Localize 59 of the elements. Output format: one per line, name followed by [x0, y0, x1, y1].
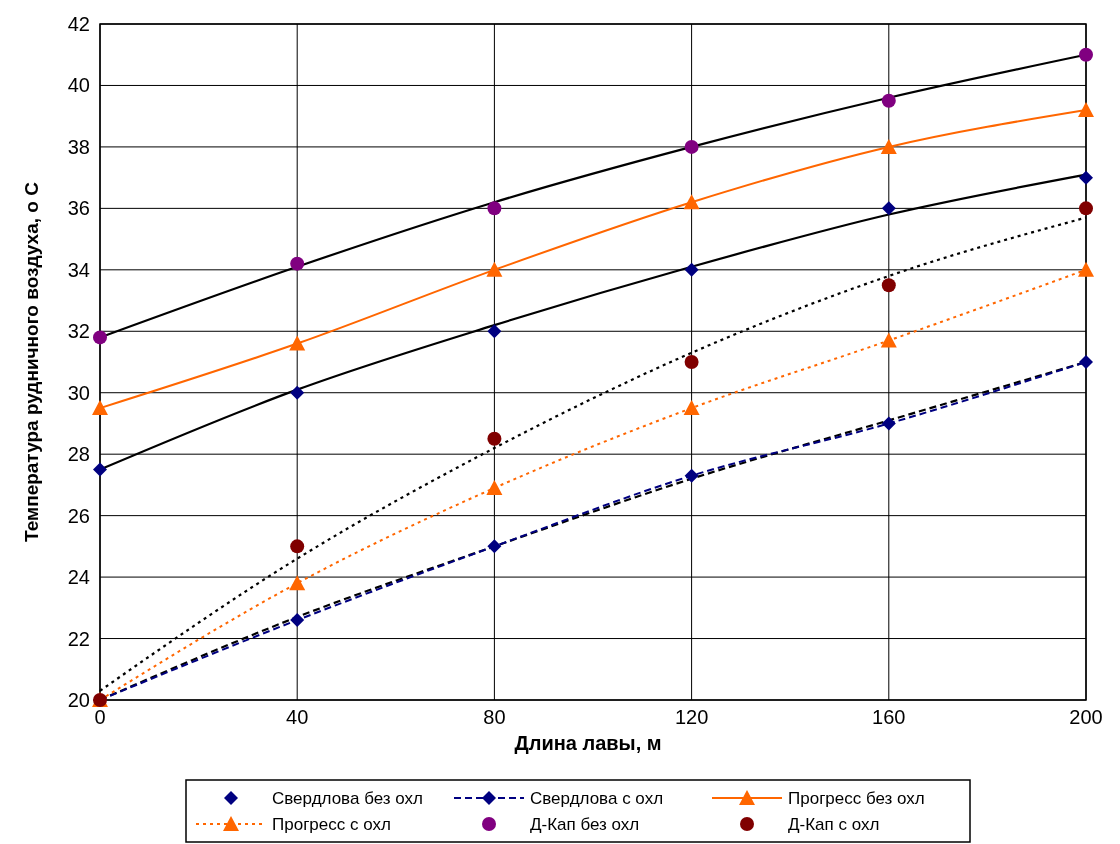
legend-label: Д-Кап с охл	[788, 814, 880, 834]
point	[881, 93, 896, 108]
point	[1079, 355, 1093, 369]
y-axis-title: Температура рудничного воздуха, о С	[21, 181, 42, 542]
x-axis-title: Длина лавы, м	[514, 732, 662, 754]
point	[487, 431, 502, 446]
point	[93, 330, 107, 345]
point	[290, 613, 305, 628]
x-tick-label: 80	[483, 706, 506, 728]
point	[486, 479, 503, 495]
y-tick-label: 32	[67, 320, 90, 343]
point	[290, 539, 305, 554]
y-tick-label: 30	[67, 381, 90, 404]
y-tick-label: 40	[67, 74, 90, 97]
point	[881, 416, 896, 431]
point	[684, 139, 699, 154]
point	[289, 575, 306, 591]
legend-label: Свердлова без охл	[272, 788, 423, 808]
x-tick-label: 200	[1069, 706, 1103, 728]
x-tick-label: 0	[94, 706, 106, 728]
x-tick-label: 40	[286, 706, 309, 728]
point	[487, 324, 502, 339]
y-tick-label: 28	[67, 443, 90, 466]
y-tick-label: 24	[67, 566, 90, 589]
point	[1078, 261, 1094, 277]
point	[486, 261, 503, 277]
point	[1079, 170, 1093, 185]
point	[684, 468, 699, 483]
y-tick-label: 36	[67, 197, 90, 220]
y-tick-label: 38	[67, 135, 90, 158]
y-tick-label: 20	[67, 689, 90, 711]
legend-label: Прогресс без охл	[788, 788, 925, 808]
point	[290, 385, 305, 400]
point	[881, 278, 896, 293]
point	[684, 262, 699, 277]
point	[683, 194, 700, 210]
x-tick-label: 120	[674, 706, 709, 728]
point	[289, 335, 306, 351]
point	[290, 256, 305, 271]
point	[1079, 201, 1093, 216]
y-tick-label: 22	[67, 627, 90, 650]
point	[487, 539, 502, 554]
point	[1079, 47, 1093, 62]
point	[881, 201, 896, 216]
y-tick-label: 34	[67, 258, 90, 281]
point	[684, 355, 699, 369]
y-tick-label: 26	[67, 504, 90, 527]
point	[1078, 102, 1094, 118]
x-tick-label: 160	[872, 706, 906, 728]
legend-label: Д-Кап без охл	[530, 814, 640, 834]
point	[683, 400, 700, 416]
legend-label: Свердлова с охл	[530, 788, 664, 808]
y-tick-label: 42	[67, 13, 90, 35]
point	[93, 462, 107, 477]
point	[487, 201, 502, 216]
legend-label: Прогресс с охл	[272, 814, 391, 834]
point	[880, 332, 897, 348]
point	[92, 400, 108, 416]
point	[880, 138, 897, 154]
